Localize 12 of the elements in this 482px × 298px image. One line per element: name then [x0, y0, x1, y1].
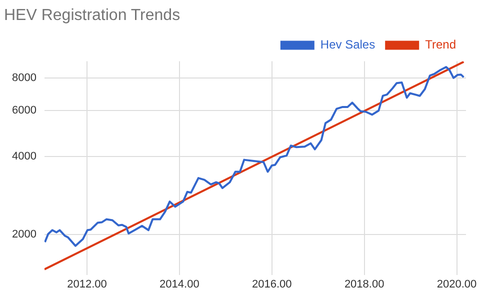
y-tick-label: 6000 — [12, 104, 36, 117]
chart-title: HEV Registration Trends — [4, 7, 180, 24]
legend-label: Trend — [425, 38, 456, 52]
x-tick-label: 2014.00 — [160, 278, 200, 290]
x-tick-label: 2012.00 — [67, 278, 107, 290]
x-tick-label: 2018.00 — [344, 278, 384, 290]
y-tick-label: 8000 — [12, 72, 36, 84]
x-tick-label: 2020.00 — [436, 278, 477, 290]
legend-label: Hev Sales — [320, 38, 376, 52]
x-tick-label: 2016.00 — [252, 278, 292, 290]
y-tick-label: 4000 — [12, 150, 36, 162]
y-tick-label: 2000 — [12, 228, 36, 241]
